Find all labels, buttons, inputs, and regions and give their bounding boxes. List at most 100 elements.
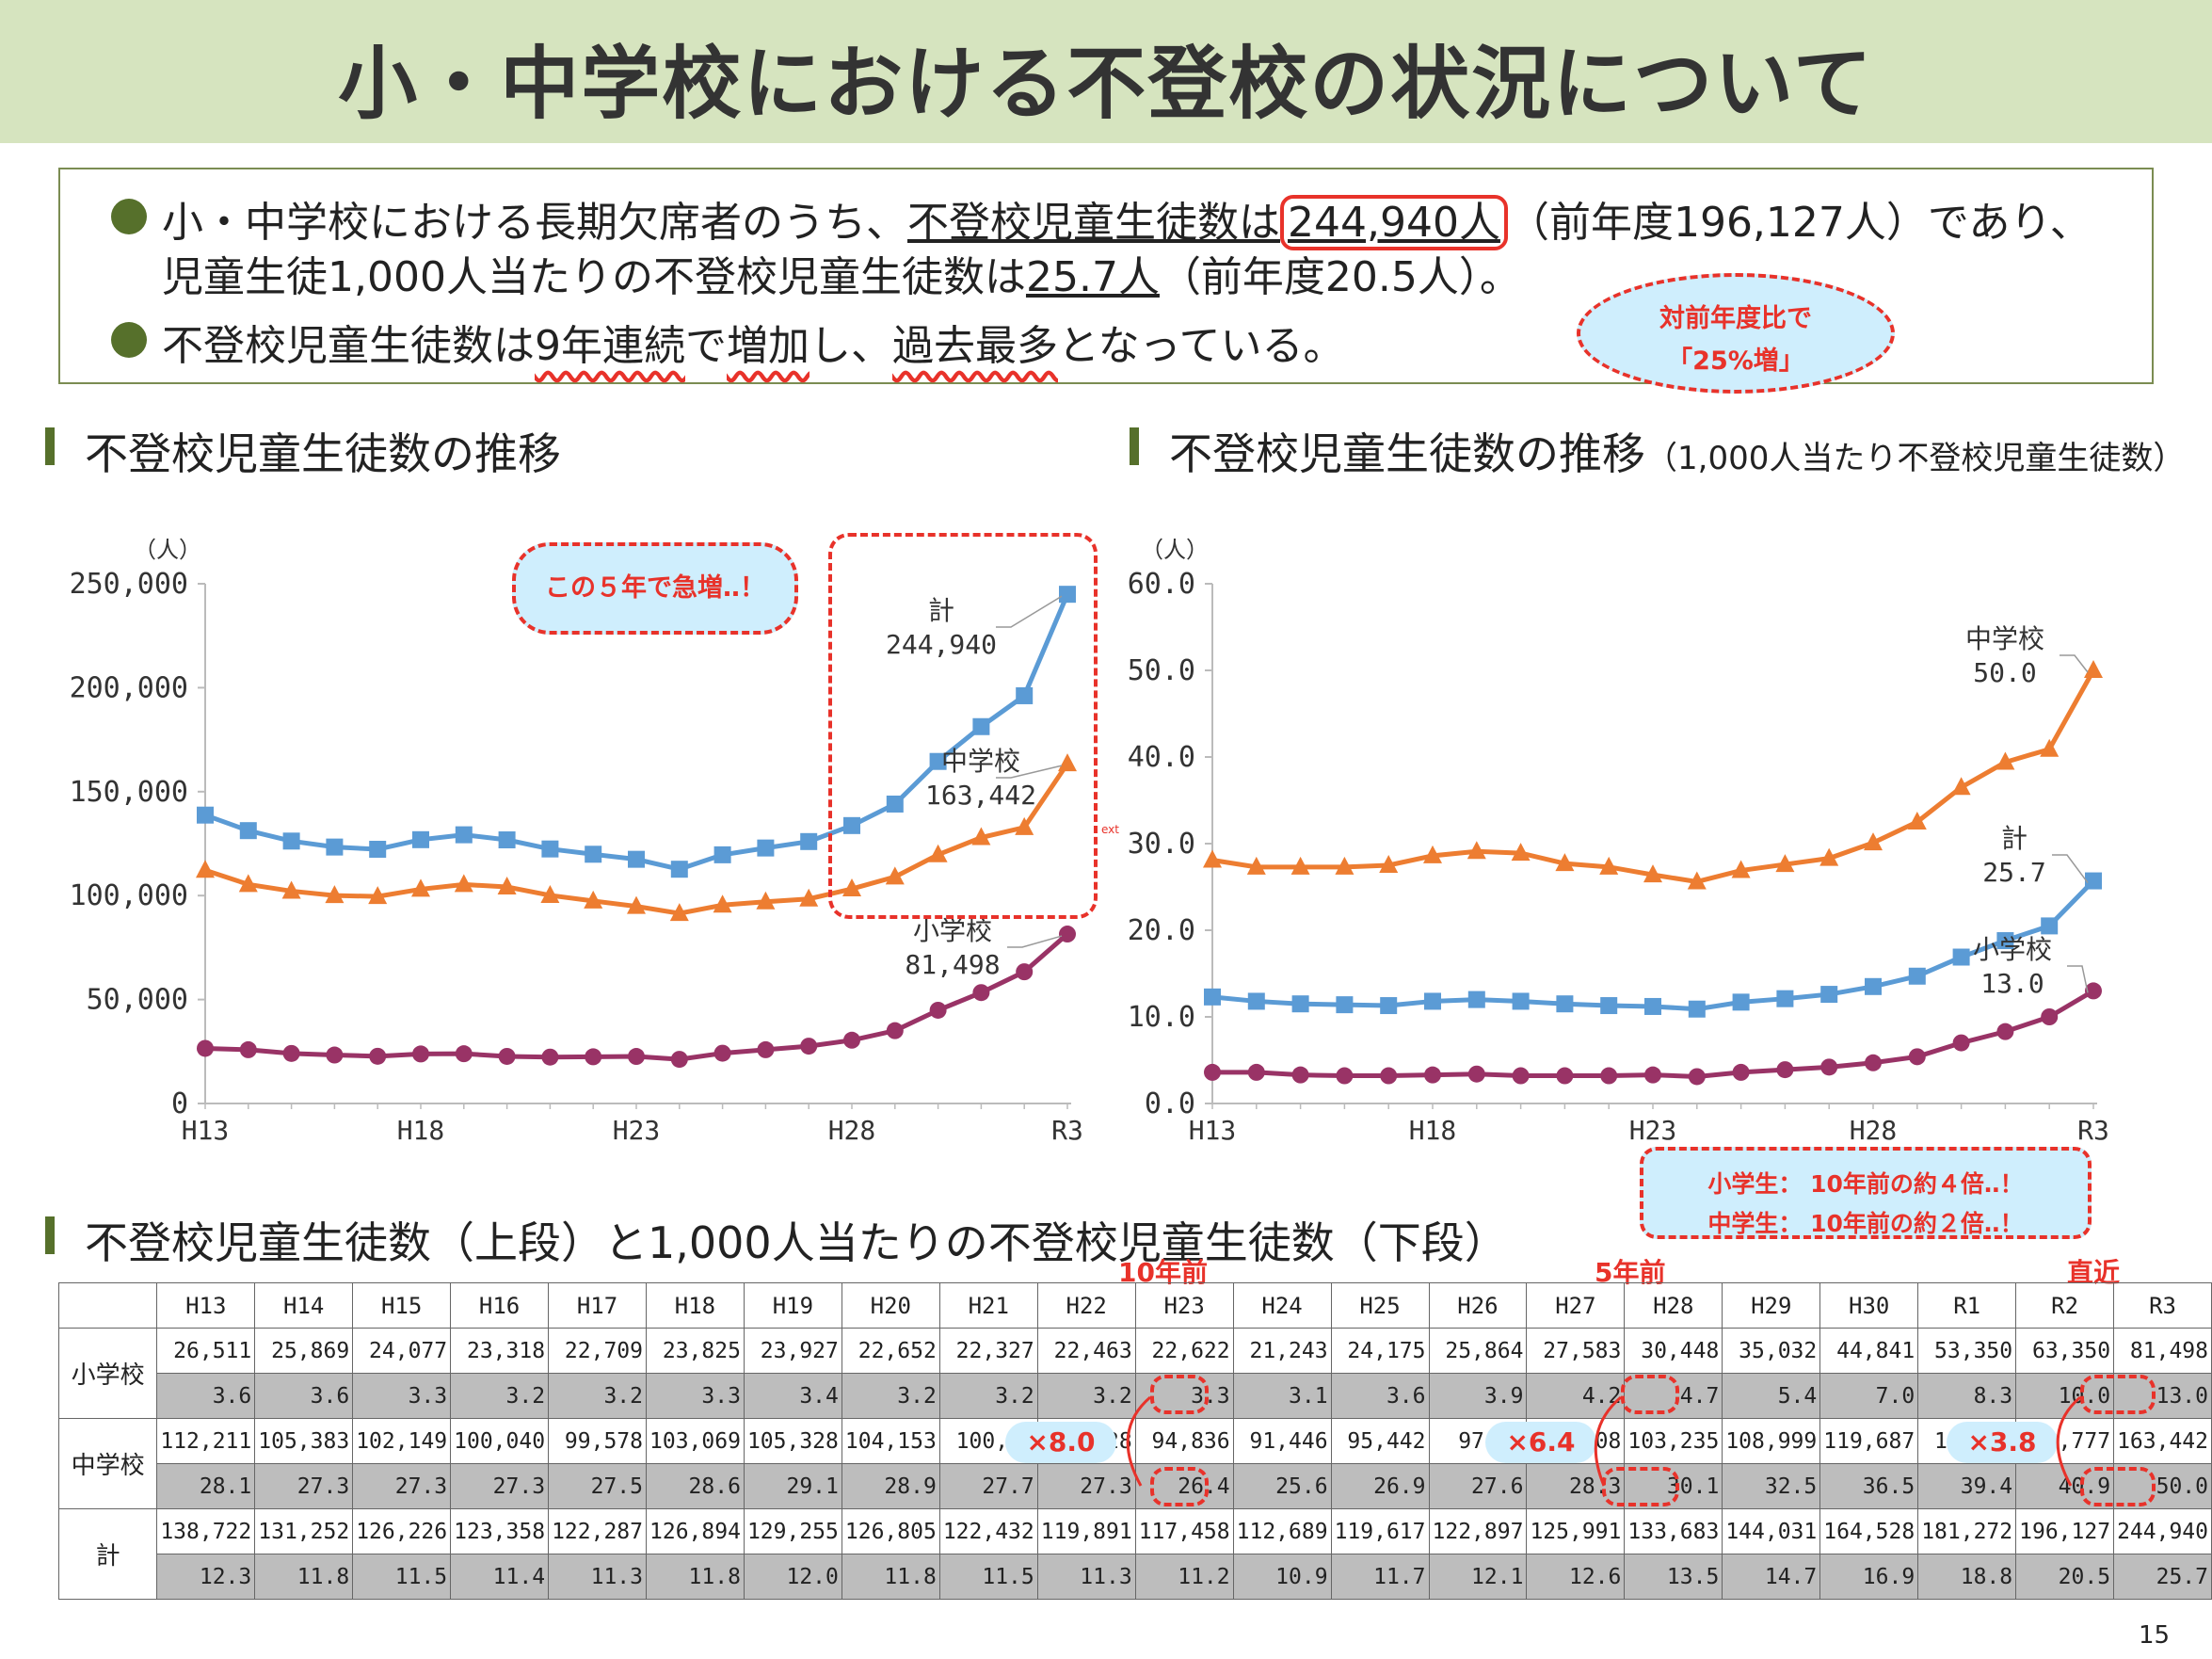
column-header: H23 (1134, 1282, 1234, 1329)
summary-bullet-1: 小・中学校における長期欠席者のうち、不登校児童生徒数は 244,940人 （前年度1… (162, 188, 2092, 250)
count-cell: 122,287 (548, 1508, 647, 1554)
data-point (2084, 660, 2103, 678)
data-point (282, 832, 300, 850)
rate-cell: 27.5 (548, 1463, 647, 1509)
data-point (369, 840, 387, 858)
rate-cell: 5.4 (1722, 1373, 1821, 1419)
count-cell: 63,350 (2015, 1328, 2115, 1374)
summary-bullet-1-cont: 児童生徒1,000人当たりの不登校児童生徒数は25.7人（前年度20.5人）。 (162, 253, 1521, 301)
data-table: H13 H14 H15 H16 H17 H18 H19 H20 H21 H22 H23 H24 H25 H… (57, 1282, 2212, 1600)
highlight-ring (1621, 1375, 1679, 1414)
y-tick-label: 250,000 (70, 568, 188, 601)
y-tick-label: 50.0 (1128, 654, 1195, 687)
count-cell: 44,841 (1819, 1328, 1919, 1374)
data-table-wrap: H13 H14 H15 H16 H17 H18 H19 H20 H21 H22 H23 H24 H25 H… (57, 1282, 2212, 1600)
data-point (1059, 926, 1076, 943)
series-line (1211, 668, 2096, 885)
count-cell: 126,894 (646, 1508, 745, 1554)
rate-cell: 3.1 (1232, 1373, 1332, 1419)
data-point (585, 1048, 602, 1066)
count-cell: 35,032 (1722, 1328, 1821, 1374)
y-tick-label: 0.0 (1145, 1087, 1195, 1120)
x-tick-label: H23 (613, 1115, 661, 1146)
bullet-dot-icon (111, 199, 147, 234)
data-point (541, 840, 559, 858)
column-header: H28 (1624, 1282, 1723, 1329)
x-tick-label: H13 (1189, 1115, 1237, 1146)
rate-cell: 4.2 (1526, 1373, 1626, 1419)
leader-line (2067, 965, 2089, 993)
rate-cell: 8.3 (1917, 1373, 2017, 1419)
count-cell: 163,442 (2113, 1418, 2212, 1464)
data-point (197, 806, 214, 824)
data-point (1336, 1067, 1354, 1085)
column-header: H18 (646, 1282, 745, 1329)
data-point (239, 1040, 257, 1058)
rate-cell: 10.0 (2015, 1373, 2115, 1419)
table-row-counts: 中学校 112,211 105,383 102,149 100,040 99,578 103… (57, 1418, 2212, 1509)
count-cell: 30,448 (1624, 1328, 1723, 1374)
data-point (971, 827, 991, 846)
section-marker (1130, 427, 1139, 465)
data-point (1511, 843, 1531, 862)
x-tick-label: H28 (1850, 1115, 1898, 1146)
data-point (886, 795, 904, 813)
series-label: 計 (2001, 823, 2028, 854)
data-point (196, 860, 215, 878)
y-axis-label: （人） (134, 537, 201, 563)
multiplier-badge: ×3.8 (1947, 1422, 2058, 1463)
data-point (1996, 932, 2014, 950)
data-point (1951, 777, 1971, 796)
rate-cell: 3.4 (743, 1373, 842, 1419)
count-cell: 122,897 (1428, 1508, 1528, 1554)
summary-bullet-2: 不登校児童生徒数は9年連続で増加し、過去最多となっている。 (162, 322, 1345, 370)
data-point (669, 903, 689, 922)
data-point (2085, 982, 2102, 1000)
count-cell: 91,446 (1232, 1418, 1332, 1464)
leader-line (2052, 854, 2089, 884)
column-header: R1 (1917, 1282, 2017, 1329)
rate-cell: 28.6 (646, 1463, 745, 1509)
column-header: H19 (743, 1282, 842, 1329)
rate-cell: 11.7 (1330, 1554, 1430, 1600)
row-label: 計 (57, 1508, 158, 1600)
rate-cell: 3.2 (548, 1373, 647, 1419)
rate-cell: 3.3 (646, 1373, 745, 1419)
data-point (541, 1048, 559, 1066)
table-row-rates: 3.6 3.6 3.3 3.2 3.2 3.3 3.4 3.2 3.2 3.2 3.3 3.1 3.6 3… (59, 1373, 2212, 1419)
data-point (1952, 1034, 1970, 1052)
rate-cell: 32.5 (1722, 1463, 1821, 1509)
table-row-counts: 小学校 26,511 25,869 24,077 23,318 22,709 23,825 2… (57, 1328, 2212, 1419)
data-point (1016, 686, 1034, 704)
x-tick-label: H18 (1409, 1115, 1457, 1146)
data-point (1820, 1058, 1838, 1076)
series-label: 中学校 (1965, 623, 2044, 654)
count-cell: 122,432 (938, 1508, 1038, 1554)
y-axis-label: （人） (1141, 537, 1209, 563)
data-point (756, 891, 776, 910)
rate-cell: 28.9 (841, 1463, 940, 1509)
rate-cell: 27.7 (938, 1463, 1038, 1509)
y-tick-label: 100,000 (70, 879, 188, 912)
count-cell: 23,318 (450, 1328, 550, 1374)
rate-cell: 14.7 (1722, 1554, 1821, 1600)
count-cell: 119,687 (1819, 1418, 1919, 1464)
data-point (540, 884, 560, 903)
y-tick-label: 30.0 (1128, 828, 1195, 861)
count-cell: 21,243 (1232, 1328, 1332, 1374)
rate-cell: 12.0 (743, 1554, 842, 1600)
title-bar (0, 0, 2212, 143)
data-point (1380, 997, 1398, 1015)
data-point (713, 846, 731, 863)
section-marker (45, 1216, 55, 1254)
rate-cell: 11.5 (938, 1554, 1038, 1600)
data-point (1467, 1065, 1485, 1083)
rate-cell: 25.6 (1232, 1463, 1332, 1509)
data-point (412, 1045, 429, 1063)
x-tick-label: H23 (1629, 1115, 1677, 1146)
rate-cell: 3.2 (841, 1373, 940, 1419)
count-cell: 24,077 (352, 1328, 452, 1374)
data-point (1379, 855, 1399, 873)
count-cell: 99,578 (548, 1418, 647, 1464)
data-point (1908, 1048, 1926, 1066)
